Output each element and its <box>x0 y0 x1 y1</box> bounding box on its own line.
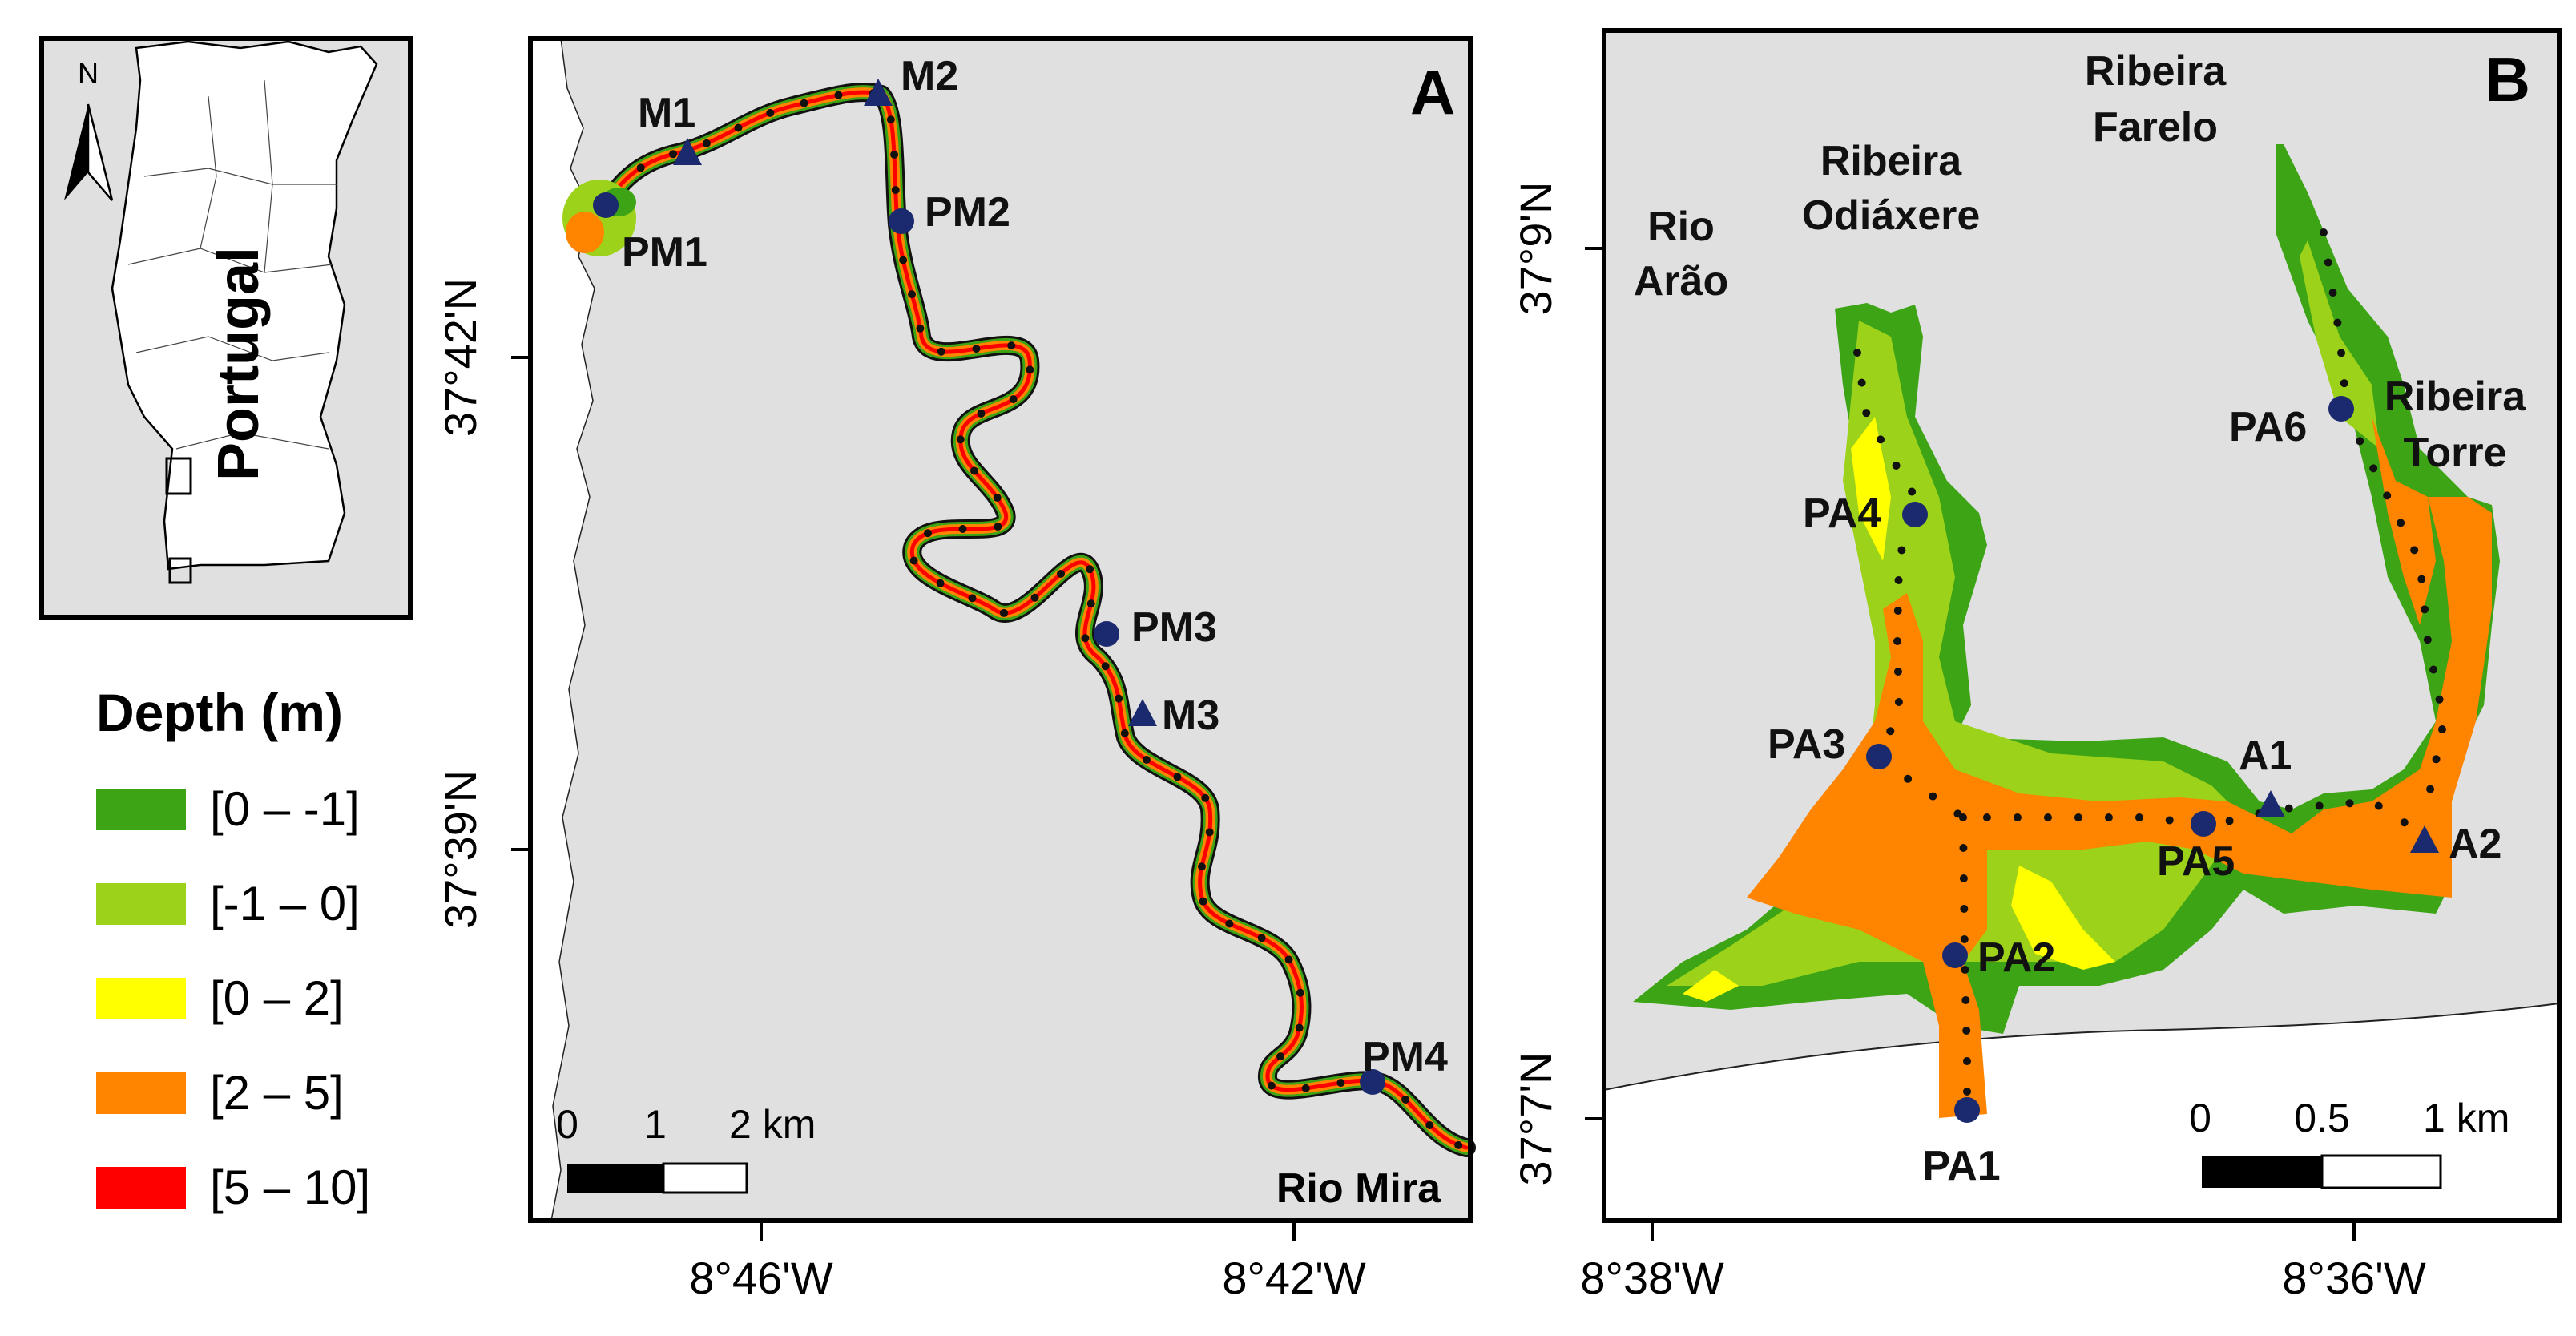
label-pm3: PM3 <box>1131 604 1217 651</box>
inset-admin-borders <box>127 79 337 450</box>
legend-label: [0 – -1] <box>210 782 360 836</box>
panel-a-y-tick: 37°42'N <box>435 278 486 437</box>
depth-legend: Depth (m) [0 – -1] [-1 – 0] [0 – 2] [2 –… <box>96 683 370 1214</box>
legend-title: Depth (m) <box>96 683 343 742</box>
station-pa3 <box>1866 744 1892 769</box>
legend-label: [2 – 5] <box>210 1066 344 1120</box>
legend-label: [5 – 10] <box>210 1160 370 1214</box>
north-label: N <box>78 57 99 90</box>
label-pa5: PA5 <box>2157 838 2235 885</box>
panel-a-land <box>530 38 1470 1221</box>
legend-swatch <box>96 883 186 925</box>
legend-swatch <box>96 978 186 1019</box>
legend-label: [-1 – 0] <box>210 877 360 930</box>
panel-b-y-tick: 37°9'N <box>1510 182 1561 316</box>
panel-b-frame <box>1602 28 2562 1223</box>
panel-b-x-tick: 8°36'W <box>2282 1253 2426 1303</box>
river-label-mira: Rio Mira <box>1276 1165 1441 1212</box>
station-pm4 <box>1360 1069 1385 1095</box>
label-pa1: PA1 <box>1922 1143 2000 1189</box>
panel-b: PA1 PA2 PA3 PA4 PA5 PA6 A1 A2 Rio Arão R… <box>1510 28 2562 1303</box>
station-pa4 <box>1902 502 1928 527</box>
label-pa3: PA3 <box>1768 721 1845 768</box>
legend-item: [0 – 2] <box>96 971 344 1025</box>
label-a2: A2 <box>2449 821 2501 867</box>
label-m2: M2 <box>901 53 958 99</box>
panel-a: M1 M2 PM1 PM2 PM3 M3 PM4 A Rio Mira 0 1 … <box>435 36 1476 1303</box>
label-m1: M1 <box>638 90 695 136</box>
inset-box-mira <box>165 457 192 495</box>
panel-a-sea <box>530 38 595 1221</box>
station-m1 <box>673 138 702 165</box>
station-a1 <box>2256 790 2285 817</box>
panel-a-x-tick: 8°42'W <box>1222 1253 1366 1303</box>
scale-label: 1 km <box>2423 1096 2509 1140</box>
legend-swatch <box>96 1167 186 1209</box>
legend-item: [5 – 10] <box>96 1160 370 1214</box>
label-pm2: PM2 <box>925 189 1010 236</box>
station-pa2 <box>1942 942 1968 968</box>
inset-portugal-outline <box>111 40 378 571</box>
station-pa1 <box>1954 1097 1980 1123</box>
panel-b-y-tick: 37°7'N <box>1510 1052 1561 1186</box>
panel-b-scale-bar: 0 0.5 1 km <box>2189 1096 2509 1189</box>
label-pa2: PA2 <box>1977 934 2055 981</box>
legend-item: [0 – -1] <box>96 782 360 836</box>
panel-b-survey-tracks <box>1853 228 2449 1118</box>
legend-swatch <box>96 789 186 830</box>
legend-item: [2 – 5] <box>96 1066 344 1120</box>
panel-a-y-tick: 37°39'N <box>435 770 486 929</box>
scale-seg-white <box>662 1162 748 1194</box>
place-label-ribeira-torre: Ribeira <box>2385 373 2526 420</box>
place-label-ribeira-farelo: Farelo <box>2093 104 2218 151</box>
scale-label: 0.5 <box>2294 1096 2350 1140</box>
label-pa6: PA6 <box>2229 404 2307 450</box>
place-label-ribeira-farelo: Ribeira <box>2085 48 2227 95</box>
panel-a-letter: A <box>1410 57 1455 127</box>
panel-a-frame <box>528 36 1473 1223</box>
label-m3: M3 <box>1162 692 1219 739</box>
station-pm1 <box>593 192 619 218</box>
scale-label: 0 <box>2189 1096 2211 1140</box>
place-label-ribeira-torre: Torre <box>2403 430 2506 476</box>
north-arrow-icon <box>64 103 114 201</box>
station-a2 <box>2410 825 2439 853</box>
scale-seg-black <box>2202 1156 2322 1188</box>
label-pa4: PA4 <box>1803 490 1881 537</box>
inset-map: N Portugal <box>39 36 413 620</box>
panel-a-x-tick: 8°46'W <box>689 1253 833 1303</box>
scale-seg-white <box>2320 1154 2442 1189</box>
country-label: Portugal <box>207 247 271 481</box>
legend-item: [-1 – 0] <box>96 877 360 930</box>
rio-mira-channel <box>593 83 1476 1157</box>
station-pm3 <box>1094 621 1119 647</box>
inset-box-alvor <box>168 557 192 584</box>
label-pm1: PM1 <box>622 229 707 276</box>
scale-label: 2 km <box>729 1102 816 1147</box>
station-pa6 <box>2328 396 2354 422</box>
legend-label: [0 – 2] <box>210 971 344 1025</box>
label-pm4: PM4 <box>1362 1034 1448 1080</box>
label-a1: A1 <box>2239 733 2292 779</box>
station-pa5 <box>2191 811 2216 837</box>
place-label-rio-arao: Rio <box>1647 204 1715 250</box>
station-m2 <box>864 79 893 106</box>
panel-a-scale-bar: 0 1 2 km <box>556 1102 816 1194</box>
panel-b-letter: B <box>2485 44 2530 115</box>
place-label-rio-arao: Arão <box>1634 258 1728 305</box>
station-pm2 <box>889 208 914 234</box>
alvor-lagoon <box>1633 144 2500 1118</box>
scale-label: 0 <box>556 1102 578 1147</box>
mira-mouth <box>562 180 636 256</box>
scale-seg-black <box>567 1164 663 1193</box>
station-m3 <box>1128 699 1157 726</box>
panel-b-x-tick: 8°38'W <box>1580 1253 1724 1303</box>
legend-swatch <box>96 1072 186 1114</box>
place-label-ribeira-odiaxere: Odiáxere <box>1802 192 1981 239</box>
scale-label: 1 <box>644 1102 667 1147</box>
place-label-ribeira-odiaxere: Ribeira <box>1820 138 1962 184</box>
